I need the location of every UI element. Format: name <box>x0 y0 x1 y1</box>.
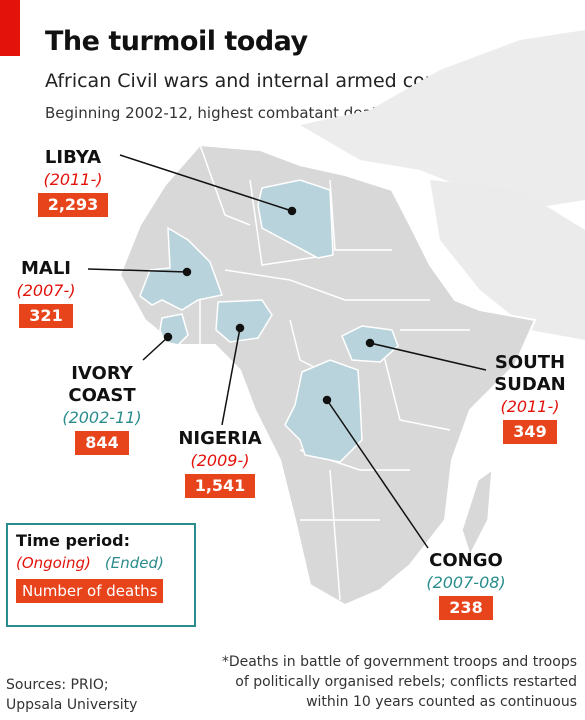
sources: Sources: PRIO; Uppsala University <box>6 675 137 715</box>
legend-title: Time period: <box>16 531 131 550</box>
mali-deaths: 321 <box>19 304 73 328</box>
legend-box: Time period: (Ongoing) (Ended) Number of … <box>6 523 196 627</box>
ivory-coast-deaths: 844 <box>75 431 129 455</box>
mali-shape <box>139 226 224 311</box>
south-sudan-name-line2: SUDAN <box>494 374 566 395</box>
congo-name: CONGO <box>429 550 503 571</box>
mali-period: (2007-) <box>16 281 76 300</box>
legend-ongoing: (Ongoing) <box>16 554 91 572</box>
south-sudan-leader <box>369 342 487 371</box>
arabia-land <box>430 180 585 340</box>
ivory-coast-leader <box>142 336 169 361</box>
footnote-line3: within 10 years counted as continuous <box>306 694 577 710</box>
leader-lines <box>87 154 487 549</box>
label-mali: MALI (2007-) 321 <box>4 258 88 328</box>
footnote-line2: of politically organised rebels; conflic… <box>235 674 577 690</box>
chart-title: The turmoil today <box>45 26 308 57</box>
congo-shape <box>284 359 363 463</box>
libya-shape <box>257 179 334 259</box>
label-libya: LIBYA (2011-) 2,293 <box>20 147 126 217</box>
nigeria-leader <box>221 327 241 426</box>
madagascar-land <box>461 468 493 557</box>
footnote: *Deaths in battle of government troops a… <box>222 652 577 712</box>
brand-red-bar <box>0 0 20 56</box>
south-sudan-period: (2011-) <box>500 397 560 416</box>
chart-subtitle: African Civil wars and internal armed co… <box>45 70 482 92</box>
south-sudan-deaths: 349 <box>503 420 557 444</box>
legend-deaths: Number of deaths <box>16 579 164 603</box>
congo-leader <box>326 399 429 549</box>
label-south-sudan: SOUTH SUDAN (2011-) 349 <box>478 352 582 444</box>
libya-leader <box>119 154 293 212</box>
ivory-coast-name-line1: IVORY <box>71 363 133 384</box>
congo-period: (2007-08) <box>426 573 506 592</box>
nigeria-period: (2009-) <box>190 451 250 470</box>
libya-deaths: 2,293 <box>37 193 109 217</box>
ivory-coast-name-line2: COAST <box>68 385 136 406</box>
nigeria-shape <box>215 299 273 343</box>
south-sudan-name-line1: SOUTH <box>494 352 566 373</box>
libya-period: (2011-) <box>43 170 103 189</box>
sources-line1: Sources: PRIO; <box>6 677 109 693</box>
mali-leader <box>87 268 188 273</box>
sources-line2: Uppsala University <box>6 697 138 713</box>
nigeria-deaths: 1,541 <box>184 474 256 498</box>
legend-ended: (Ended) <box>104 554 164 572</box>
mali-name: MALI <box>20 258 71 279</box>
chart-description: Beginning 2002-12, highest combatant dea… <box>45 104 431 122</box>
label-congo: CONGO (2007-08) 238 <box>414 550 518 620</box>
europe-land <box>300 30 585 210</box>
nigeria-name: NIGERIA <box>178 428 262 449</box>
congo-deaths: 238 <box>439 596 493 620</box>
legend-period-row: (Ongoing) (Ended) <box>16 554 186 572</box>
label-nigeria: NIGERIA (2009-) 1,541 <box>164 428 276 498</box>
label-ivory-coast: IVORY COAST (2002-11) 844 <box>50 363 154 455</box>
libya-name: LIBYA <box>44 147 102 168</box>
footnote-line1: *Deaths in battle of government troops a… <box>221 654 577 670</box>
ivory-coast-period: (2002-11) <box>62 408 142 427</box>
